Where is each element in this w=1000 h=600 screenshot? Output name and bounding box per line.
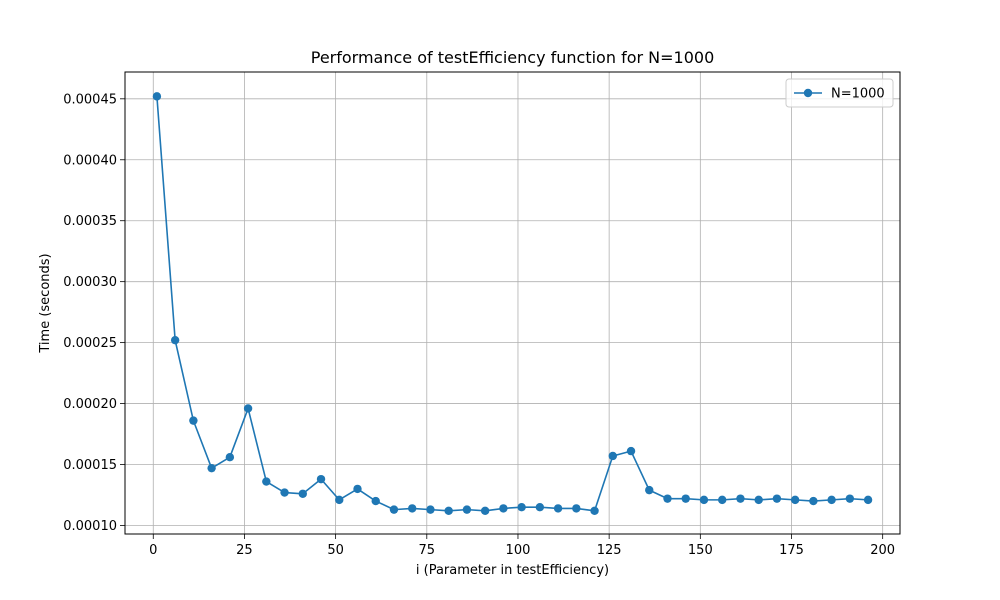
data-point <box>681 494 690 503</box>
data-point <box>517 502 526 512</box>
y-tick-label: 0.00040 <box>63 153 117 168</box>
data-point <box>553 504 563 513</box>
x-tick-label: 175 <box>779 543 804 558</box>
x-tick-label: 25 <box>236 543 253 558</box>
data-point <box>845 494 855 503</box>
legend-marker <box>803 88 813 98</box>
data-point <box>499 504 508 513</box>
data-point <box>790 495 800 505</box>
chart-title: Performance of testEfficiency function f… <box>311 48 715 67</box>
y-tick-label: 0.00015 <box>63 458 117 473</box>
data-point <box>572 504 581 513</box>
x-axis-title: i (Parameter in testEfficiency) <box>416 563 609 578</box>
data-point <box>590 506 599 516</box>
data-point <box>626 446 636 456</box>
legend: N=1000 <box>785 78 894 108</box>
data-point <box>335 495 344 505</box>
data-point <box>316 474 326 484</box>
x-tick-label: 0 <box>149 543 157 558</box>
y-tick-label: 0.00030 <box>63 275 117 290</box>
data-point <box>663 494 672 503</box>
data-point <box>280 488 289 497</box>
series-layer <box>152 92 873 516</box>
data-point <box>608 451 617 461</box>
data-point <box>170 335 180 345</box>
data-point <box>772 494 782 503</box>
grid-lines <box>125 72 900 534</box>
x-tick-label: 75 <box>419 543 436 558</box>
y-tick-label: 0.00025 <box>63 336 117 351</box>
data-point <box>480 506 490 516</box>
data-point <box>389 505 399 514</box>
data-point <box>426 505 435 514</box>
data-point <box>645 485 654 495</box>
y-tick-label: 0.00020 <box>63 397 117 412</box>
data-point <box>699 495 709 505</box>
data-point <box>243 404 253 413</box>
data-point <box>736 494 745 503</box>
x-tick-label: 100 <box>506 543 531 558</box>
y-tick-label: 0.00035 <box>63 214 117 229</box>
x-tick-label: 125 <box>597 543 622 558</box>
data-point <box>809 496 818 506</box>
data-point <box>462 505 472 514</box>
y-tick-label: 0.00010 <box>63 519 117 534</box>
data-point <box>262 477 271 486</box>
legend-box <box>785 78 894 108</box>
data-point <box>718 495 727 505</box>
data-point <box>827 495 836 505</box>
x-tick-label: 150 <box>688 543 713 558</box>
data-point <box>225 453 235 462</box>
data-point <box>152 92 162 101</box>
legend-label: N=1000 <box>831 87 885 102</box>
data-point <box>444 506 453 516</box>
y-tick-label: 0.00045 <box>63 92 117 107</box>
axes: 0 25 50 75 100 125 150 175 200 0.00010 0.00015 0.00… <box>63 92 895 558</box>
series-line <box>156 96 869 512</box>
data-point <box>371 496 380 506</box>
data-point <box>298 489 307 498</box>
data-point <box>189 416 198 425</box>
y-axis-title: Time (seconds) <box>38 253 53 353</box>
data-point <box>408 504 417 513</box>
x-tick-label: 200 <box>870 543 895 558</box>
data-point <box>535 502 545 512</box>
plot-frame <box>124 71 901 535</box>
data-point <box>754 495 763 505</box>
x-tick-label: 50 <box>327 543 344 558</box>
data-point <box>207 463 216 473</box>
data-point <box>863 495 873 505</box>
data-point <box>353 484 362 494</box>
